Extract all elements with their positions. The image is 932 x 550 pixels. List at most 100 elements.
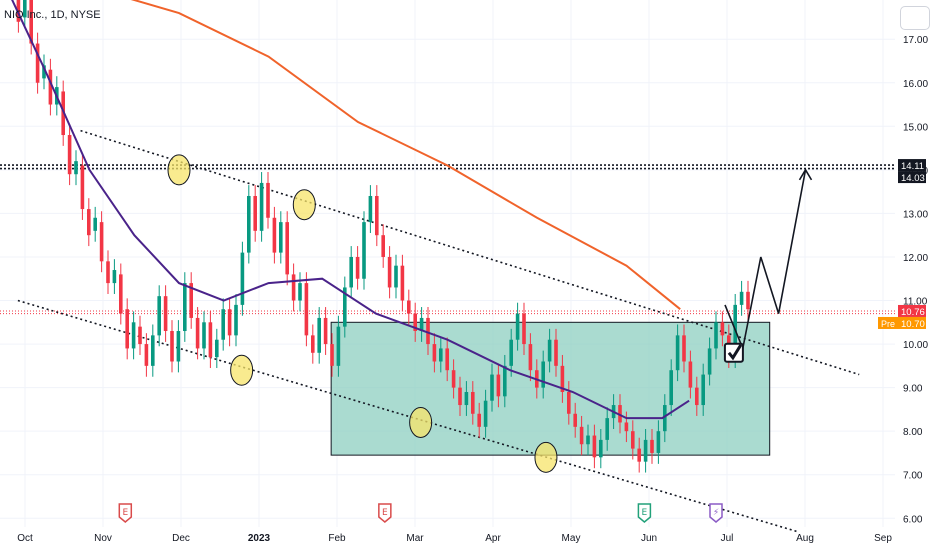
candle-body [279,222,283,253]
candle-body [496,374,501,397]
moving-averages [11,0,690,420]
candle-body [67,135,72,175]
candle-body [240,252,245,305]
symbol-title: NIO Inc., 1D, NYSE [4,9,101,21]
candle-body [227,309,232,336]
candle-body [669,370,673,406]
candle-body [599,439,603,458]
candle-body [170,331,174,362]
candle-body [381,235,385,257]
candle-body [714,322,718,349]
candle-body [266,182,270,218]
y-tick-label: 17.00 [903,35,928,46]
y-tick-label: 9.00 [903,384,923,395]
y-tick-label: 6.00 [903,514,923,525]
x-tick-label: Sep [874,533,892,544]
candle-body [311,335,315,353]
candle-body [323,317,328,345]
candle-body [720,322,725,336]
x-tick-label: Aug [796,533,814,544]
x-tick-label: May [562,533,581,544]
candle-body [151,335,155,366]
candle-body [605,418,609,440]
candle-body [138,326,142,345]
candle-body [483,400,488,427]
x-tick-label: Dec [172,533,190,544]
candle-body [375,195,379,236]
candle-body [663,405,667,432]
candles [16,0,750,473]
candle-body [458,387,462,406]
x-tick-label: 2023 [248,533,271,544]
x-tick-label: Jun [641,533,657,544]
candle-body [202,322,206,349]
event-icon-glyph: E [642,508,648,518]
chart-settings-button[interactable] [900,6,930,30]
candle-body [541,361,545,388]
candle-body [503,365,507,397]
candle-body [87,209,91,236]
candle-body [631,431,635,449]
time-axis[interactable]: Oct Nov Dec 2023 Feb Mar Apr May Jun Jul Aug Sep [17,533,892,544]
price-tag-bg [898,316,926,329]
y-tick-label: 8.00 [903,427,923,438]
candle-body [400,265,405,301]
x-tick-label: Nov [94,533,112,544]
descending-channel [17,129,860,533]
y-tick-label: 11.00 [903,297,928,308]
candle-body [74,161,78,175]
candle-body [419,317,424,332]
highlight-circle [534,441,558,473]
candle-body [349,256,353,288]
candle-body [739,291,744,305]
candle-body [490,374,494,401]
candle-body [432,344,437,362]
price-axis[interactable]: 6.00 7.00 8.00 9.00 10.00 11.00 12.00 13.00 14.0… [903,35,928,525]
y-tick-label: 12.00 [903,253,928,264]
x-tick-label: Mar [406,533,424,544]
candle-body [291,274,296,301]
candle-body [387,256,392,288]
y-tick-label: 13.00 [903,209,928,220]
candle-body [183,283,187,332]
x-tick-label: Jul [721,533,734,544]
candle-body [125,309,129,349]
candle-body [554,339,558,366]
event-icons[interactable]: E E E ⚡ [118,503,723,523]
highlight-circle [230,354,254,386]
event-icon [709,503,723,523]
candle-body [298,283,302,301]
event-icon [118,503,133,523]
candle-body [35,43,40,83]
candle-body [650,439,654,453]
candle-body [176,331,181,362]
candle-body [112,270,117,284]
candle-body [656,431,661,453]
candle-body [464,391,469,406]
candle-body [208,322,213,358]
price-tag-bg [898,304,926,317]
candle-body [355,256,360,279]
candle-body [119,274,123,314]
candle-body [515,313,520,340]
x-tick-label: Feb [328,533,346,544]
candle-body [426,317,430,345]
candle-body [522,313,526,345]
candle-body [189,283,193,318]
candle-body [624,422,629,432]
price-tag-value: 10.76 [901,307,925,318]
projection-path [723,168,813,363]
x-tick-label: Oct [17,533,33,544]
projection-arrowhead [798,168,813,181]
candle-body [707,348,712,375]
candle-body [215,339,219,358]
candle-body [579,426,584,445]
y-tick-label: 10.00 [903,340,928,351]
highlight-circle [409,406,433,438]
ma-fast [130,0,681,310]
candle-body [23,0,27,18]
candle-body [195,317,200,349]
candle-body [451,370,456,388]
